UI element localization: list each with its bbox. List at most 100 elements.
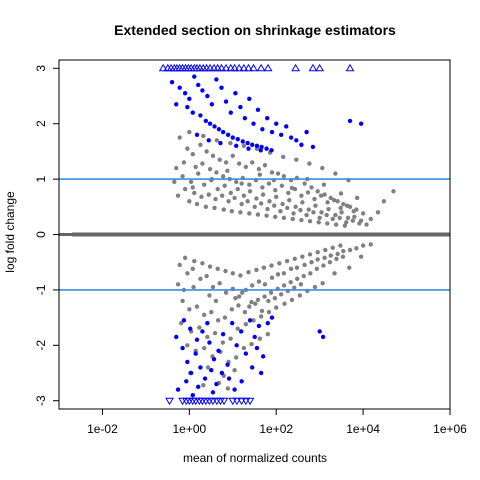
data-point [193, 351, 198, 356]
data-point [212, 205, 217, 211]
data-point [257, 336, 263, 341]
data-point [239, 379, 244, 384]
data-point [281, 283, 287, 288]
data-point [310, 144, 316, 150]
data-point [328, 253, 333, 258]
data-point [241, 397, 251, 406]
data-point [249, 63, 258, 72]
data-point [257, 172, 263, 177]
data-point [180, 174, 185, 179]
data-point [312, 196, 317, 202]
data-point [243, 351, 249, 356]
data-point [289, 297, 295, 303]
data-point [274, 305, 279, 310]
data-point [219, 85, 224, 90]
y-tick-label: 3 [34, 65, 48, 72]
data-point [281, 215, 287, 221]
axes: 1e-02 1e+00 1e+02 1e+04 1e+06 -3 -2 -1 0 1 2 3 [34, 65, 467, 436]
data-point [239, 201, 244, 207]
data-point [333, 171, 338, 176]
data-point [220, 332, 226, 337]
data-point [196, 384, 201, 390]
data-point [217, 63, 226, 72]
data-point [245, 199, 250, 204]
data-point [169, 79, 175, 85]
data-point [340, 254, 346, 259]
data-point [198, 276, 203, 282]
data-point [215, 266, 220, 272]
data-point [238, 210, 243, 215]
y-tick-label: -3 [34, 395, 48, 406]
data-point [228, 336, 233, 341]
data-point [323, 247, 328, 253]
data-point [202, 312, 207, 318]
data-point [262, 294, 267, 299]
data-point [259, 308, 265, 314]
data-point [199, 194, 204, 200]
data-point [238, 273, 243, 278]
data-point [223, 160, 229, 165]
data-point [232, 195, 237, 201]
data-point [247, 304, 252, 309]
data-point [288, 266, 294, 272]
data-point [205, 93, 210, 99]
data-point [256, 323, 262, 329]
data-point [269, 315, 275, 320]
data-point [233, 91, 238, 96]
data-point [342, 223, 348, 228]
data-point [177, 262, 182, 268]
data-point [247, 96, 252, 101]
data-point [246, 146, 251, 151]
data-point [216, 127, 222, 132]
data-point [304, 212, 309, 218]
data-point [226, 199, 231, 204]
data-point [352, 214, 357, 219]
data-point [335, 199, 340, 204]
x-tick-label: 1e+00 [172, 422, 206, 436]
data-point [325, 221, 330, 226]
data-point [331, 197, 337, 203]
data-point [256, 166, 262, 172]
data-point [269, 129, 275, 135]
data-point [201, 133, 206, 139]
data-point [210, 390, 216, 395]
data-point [221, 63, 231, 72]
data-point [175, 193, 181, 198]
data-point [391, 189, 396, 194]
data-point [214, 381, 219, 387]
data-point [217, 157, 222, 162]
data-point [334, 256, 339, 262]
data-point [191, 284, 196, 290]
data-point [273, 187, 278, 193]
data-point [269, 148, 274, 153]
data-point [261, 265, 267, 270]
data-point [234, 343, 239, 348]
data-point [301, 273, 306, 279]
data-point [234, 355, 239, 360]
data-point [255, 297, 261, 303]
data-point [204, 149, 209, 154]
data-point [277, 261, 282, 266]
data-point [306, 207, 311, 212]
data-point [333, 222, 339, 227]
data-point [218, 140, 223, 146]
data-point [187, 96, 192, 101]
x-tick-label: 1e-02 [87, 422, 118, 436]
data-point [287, 197, 292, 203]
data-point [338, 205, 343, 211]
x-tick-label: 1e+02 [259, 422, 293, 436]
data-point [207, 121, 213, 126]
data-point [177, 85, 182, 90]
data-point [293, 204, 298, 210]
data-point [192, 258, 197, 264]
data-point [194, 337, 200, 342]
data-point [275, 272, 281, 277]
data-point [219, 397, 229, 406]
data-point [194, 132, 200, 137]
data-point [315, 63, 325, 72]
data-point [232, 387, 237, 392]
data-point [286, 190, 291, 196]
data-point [198, 113, 203, 118]
data-point [182, 186, 188, 192]
